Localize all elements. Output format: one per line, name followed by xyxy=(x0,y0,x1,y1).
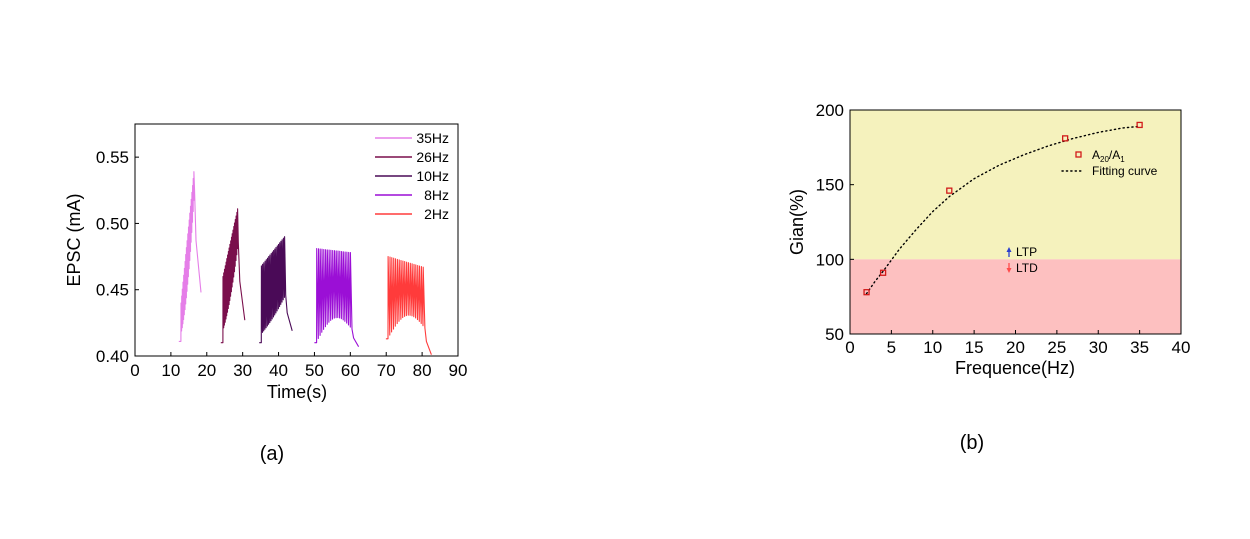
x-tick-label: 50 xyxy=(305,361,324,380)
panel-b-x-ticks: 0 5 10 15 20 25 30 35 40 xyxy=(845,330,1190,357)
legend-label: 2Hz xyxy=(424,206,449,222)
trace-10hz xyxy=(259,236,293,344)
x-tick-label: 90 xyxy=(449,361,468,380)
legend-marker-points xyxy=(1075,151,1082,158)
panel-b-label: (b) xyxy=(960,432,984,454)
x-tick-label: 80 xyxy=(413,361,432,380)
x-tick-label: 10 xyxy=(161,361,180,380)
y-tick-label: 150 xyxy=(816,176,844,195)
panel-a-x-label: Time(s) xyxy=(267,382,327,402)
panel-a-y-label: EPSC (mA) xyxy=(64,193,84,286)
x-tick-label: 5 xyxy=(887,338,896,357)
panel-a-x-ticks: 0 10 20 30 40 50 60 70 80 90 xyxy=(130,352,467,380)
x-tick-label: 40 xyxy=(269,361,288,380)
y-tick-label: 0.45 xyxy=(96,281,129,300)
panel-b-x-label: Frequence(Hz) xyxy=(955,358,1075,378)
x-tick-label: 0 xyxy=(130,361,139,380)
x-tick-label: 20 xyxy=(1006,338,1025,357)
trace-35hz xyxy=(178,171,202,342)
panel-b-y-ticks: 50 100 150 200 xyxy=(816,101,854,344)
data-point xyxy=(1062,135,1069,142)
y-tick-label: 0.40 xyxy=(96,347,129,366)
x-tick-label: 60 xyxy=(341,361,360,380)
y-tick-label: 200 xyxy=(816,101,844,120)
data-point xyxy=(1136,121,1143,129)
y-tick-label: 50 xyxy=(825,325,844,344)
epsc-traces xyxy=(178,171,432,355)
panel-a-label: (a) xyxy=(260,443,284,465)
x-tick-label: 0 xyxy=(845,338,854,357)
data-point xyxy=(946,187,953,194)
ltp-arrow-icon xyxy=(1006,247,1012,257)
ltd-arrow-icon xyxy=(1006,263,1012,273)
panel-b-y-label: Gian(%) xyxy=(787,189,807,255)
x-tick-label: 15 xyxy=(965,338,984,357)
ltp-region xyxy=(850,110,1181,260)
trace-2hz xyxy=(385,256,432,355)
trace-8hz xyxy=(314,248,360,347)
panel-a-frame xyxy=(134,123,459,357)
x-tick-label: 30 xyxy=(1089,338,1108,357)
legend-label-points: A20/A1 xyxy=(1092,148,1125,164)
y-tick-label: 0.50 xyxy=(96,214,129,233)
y-tick-label: 0.55 xyxy=(96,148,129,167)
panel-a: 0 10 20 30 40 50 60 70 80 90 0.40 0.45 0.50 0.55 Tim… xyxy=(64,123,467,465)
data-point xyxy=(863,289,870,296)
panel-a-y-ticks: 0.40 0.45 0.50 0.55 xyxy=(96,148,139,366)
trace-26hz xyxy=(220,208,246,344)
legend-label: 8Hz xyxy=(424,187,449,203)
ltd-region xyxy=(850,259,1181,334)
fitting-curve xyxy=(865,125,1141,295)
x-tick-label: 10 xyxy=(923,338,942,357)
legend-label: 10Hz xyxy=(416,168,449,184)
x-tick-label: 35 xyxy=(1130,338,1149,357)
legend-label: 35Hz xyxy=(416,130,449,146)
x-tick-label: 25 xyxy=(1047,338,1066,357)
legend-label: 26Hz xyxy=(416,149,449,165)
x-tick-label: 20 xyxy=(197,361,216,380)
x-tick-label: 40 xyxy=(1172,338,1191,357)
panel-a-legend: 35Hz 26Hz 10Hz 8Hz 2Hz xyxy=(375,130,449,222)
x-tick-label: 30 xyxy=(233,361,252,380)
ltp-label: LTP xyxy=(1016,245,1037,259)
panel-b: 0 5 10 15 20 25 30 35 40 50 100 150 200 Frequence(H… xyxy=(787,101,1190,454)
legend-label-fit: Fitting curve xyxy=(1092,164,1158,178)
ltd-label: LTD xyxy=(1016,261,1038,275)
x-tick-label: 70 xyxy=(377,361,396,380)
gain-points xyxy=(863,121,1143,296)
y-tick-label: 100 xyxy=(816,250,844,269)
data-point xyxy=(879,269,887,276)
